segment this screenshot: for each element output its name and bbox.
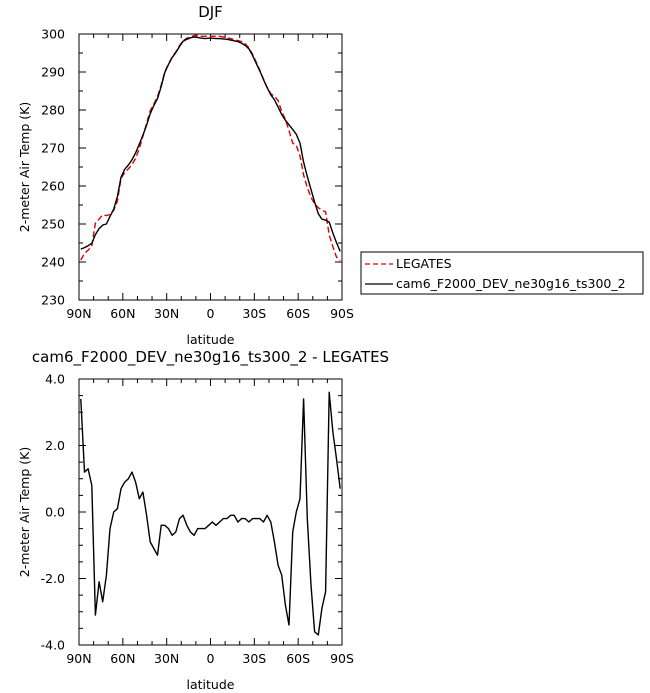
bottom-x-tick-label: 30S <box>242 651 266 666</box>
top-y-tick-label: 270 <box>41 141 65 156</box>
legend-label-legates: LEGATES <box>396 256 452 271</box>
bottom-x-tick-label: 0 <box>207 651 215 666</box>
top-x-tick-label: 60S <box>286 306 310 321</box>
top-y-tick-label: 240 <box>41 255 65 270</box>
top-chart-series <box>80 34 341 262</box>
top-series-line-0 <box>80 34 341 262</box>
bottom-x-tick-label: 30N <box>154 651 179 666</box>
top-chart-title: DJF <box>198 3 223 21</box>
top-series-line-1 <box>80 36 341 252</box>
legend-box <box>360 251 644 295</box>
bottom-series-line-0 <box>80 391 341 636</box>
bottom-x-tick-label: 60N <box>110 651 135 666</box>
bottom-chart-title: cam6_F2000_DEV_ne30g16_ts300_2 - LEGATES <box>32 348 389 367</box>
bottom-y-tick-label: 2.0 <box>45 438 65 453</box>
top-chart-legend: LEGATES cam6_F2000_DEV_ne30g16_ts300_2 <box>360 251 644 295</box>
top-y-tick-label: 300 <box>41 27 65 42</box>
bottom-chart: cam6_F2000_DEV_ne30g16_ts300_2 - LEGATES… <box>17 348 389 692</box>
bottom-x-tick-label: 60S <box>286 651 310 666</box>
top-chart-ylabel: 2-meter Air Temp (K) <box>17 102 32 232</box>
top-x-tick-label: 90N <box>66 306 91 321</box>
top-x-tick-label: 30N <box>154 306 179 321</box>
top-y-tick-label: 230 <box>41 293 65 308</box>
bottom-chart-ylabel: 2-meter Air Temp (K) <box>17 447 32 577</box>
top-chart-xlabel: latitude <box>187 332 235 347</box>
top-x-tick-label: 0 <box>207 306 215 321</box>
top-y-tick-label: 280 <box>41 103 65 118</box>
bottom-x-tick-label: 90N <box>66 651 91 666</box>
bottom-y-tick-label: -2.0 <box>41 571 65 586</box>
bottom-chart-frame <box>78 378 343 646</box>
bottom-y-tick-label: 4.0 <box>45 372 65 387</box>
top-chart-frame <box>78 33 343 301</box>
top-y-tick-label: 260 <box>41 179 65 194</box>
bottom-chart-xlabel: latitude <box>187 677 235 692</box>
bottom-y-tick-label: -4.0 <box>41 638 65 653</box>
top-y-tick-label: 290 <box>41 65 65 80</box>
top-x-tick-label: 30S <box>242 306 266 321</box>
top-x-tick-label: 90S <box>330 306 354 321</box>
top-chart: DJF 90N 60N 30N 0 30S 60S 90S 230 240 250 260 270 28… <box>17 3 644 347</box>
bottom-chart-ticks: 90N 60N 30N 0 30S 60S 90S -4.0 -2.0 0.0 2.0 4.0 <box>41 372 354 667</box>
top-x-tick-label: 60N <box>110 306 135 321</box>
bottom-y-tick-label: 0.0 <box>45 505 65 520</box>
legend-label-cam6: cam6_F2000_DEV_ne30g16_ts300_2 <box>396 276 626 291</box>
top-y-tick-label: 250 <box>41 217 65 232</box>
bottom-x-tick-label: 90S <box>330 651 354 666</box>
bottom-chart-series <box>80 391 341 636</box>
